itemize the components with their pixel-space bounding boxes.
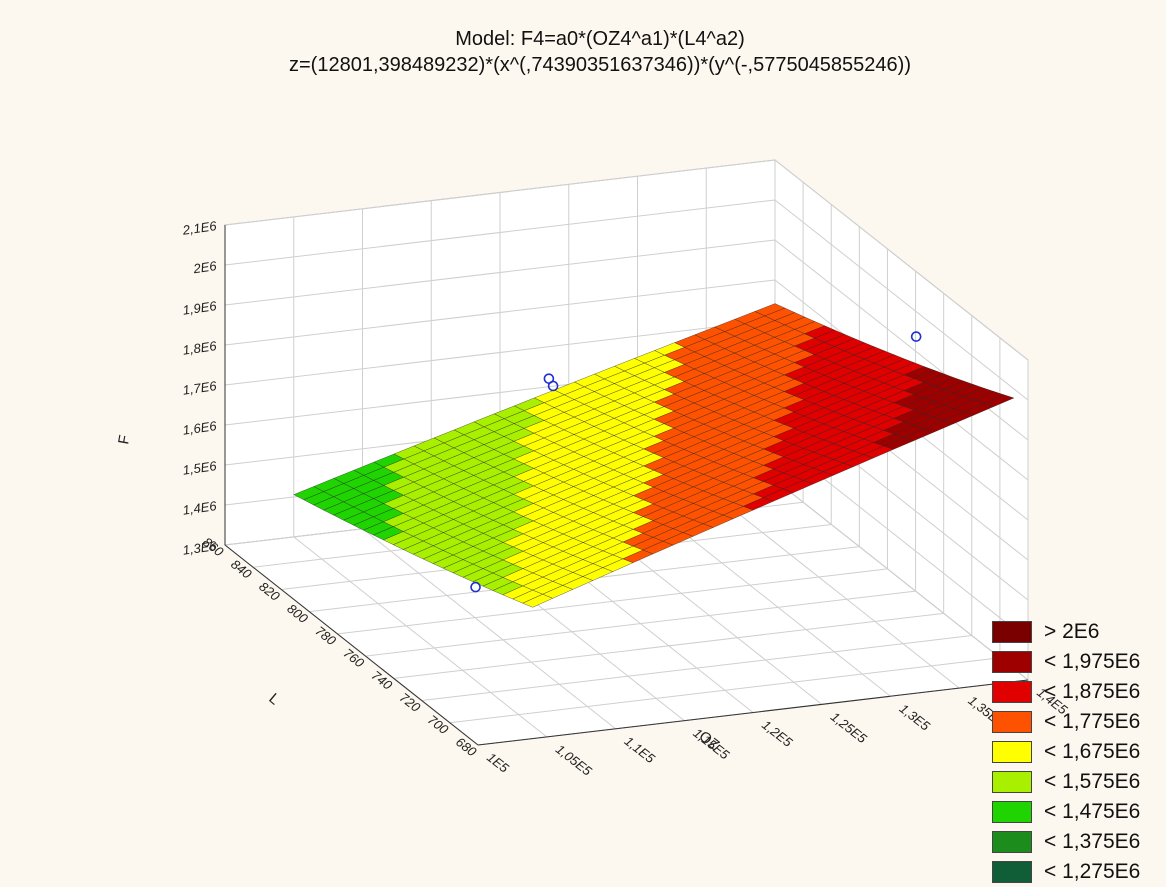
x-tick-label: 1,2E5 xyxy=(759,717,796,750)
z-tick-label: 1,4E6 xyxy=(182,498,218,518)
legend-swatch xyxy=(992,651,1032,673)
legend-swatch xyxy=(992,681,1032,703)
legend: > 2E6 < 1,975E6 < 1,875E6 < 1,775E6 < 1,675E… xyxy=(992,617,1140,887)
legend-swatch xyxy=(992,801,1032,823)
legend-label: > 2E6 xyxy=(1044,620,1100,643)
legend-label: < 1,975E6 xyxy=(1044,650,1141,673)
z-axis-title: F xyxy=(115,434,133,446)
legend-swatch xyxy=(992,831,1032,853)
z-tick-label: 2,1E6 xyxy=(181,218,218,238)
legend-label: < 1,575E6 xyxy=(1044,770,1141,793)
chart-title: Model: F4=a0*(OZ4^a1)*(L4^a2) xyxy=(455,28,745,50)
legend-label: < 1,675E6 xyxy=(1044,740,1141,763)
data-point xyxy=(910,331,922,342)
legend-label: < 1,375E6 xyxy=(1044,830,1141,853)
x-axis xyxy=(477,679,1029,746)
legend-item: < 1,575E6 xyxy=(992,767,1140,797)
legend-swatch xyxy=(992,711,1032,733)
y-axis-title: L xyxy=(265,690,282,708)
grid-line xyxy=(449,657,1000,724)
x-tick-label: 1,1E5 xyxy=(622,733,659,766)
legend-item: < 1,375E6 xyxy=(992,827,1140,857)
grid-line xyxy=(393,612,944,679)
grid-line xyxy=(365,590,916,657)
x-tick-label: 1E5 xyxy=(484,750,512,777)
z-tick-label: 1,5E6 xyxy=(182,458,218,478)
x-tick-label: 1,3E5 xyxy=(897,701,934,734)
legend-item: > 2E6 xyxy=(992,617,1140,647)
legend-item: < 1,975E6 xyxy=(992,647,1140,677)
x-tick-label: 1,05E5 xyxy=(553,741,595,779)
legend-item: < 1,875E6 xyxy=(992,677,1140,707)
data-point xyxy=(470,581,481,593)
z-tick-label: 1,8E6 xyxy=(182,338,218,358)
grid-line xyxy=(774,159,1029,361)
chart-titles: Model: F4=a0*(OZ4^a1)*(L4^a2) z=(12801,3… xyxy=(0,26,1166,78)
grid-line xyxy=(421,635,972,702)
z-tick-label: 1,7E6 xyxy=(182,378,218,398)
y-axis xyxy=(224,544,479,746)
z-tick-label: 2E6 xyxy=(191,258,218,276)
grid-line xyxy=(705,487,960,689)
x-tick-label: 1,25E5 xyxy=(828,709,870,747)
legend-item: < 1,475E6 xyxy=(992,797,1140,827)
legend-swatch xyxy=(992,771,1032,793)
legend-item: < 1,275E6 xyxy=(992,857,1140,887)
y-tick-label: 860 xyxy=(200,534,227,560)
grid-line xyxy=(774,199,1029,401)
legend-swatch xyxy=(992,621,1032,643)
legend-label: < 1,475E6 xyxy=(1044,800,1141,823)
legend-item: < 1,675E6 xyxy=(992,737,1140,767)
data-point xyxy=(547,380,559,392)
legend-label: < 1,775E6 xyxy=(1044,710,1141,733)
legend-swatch xyxy=(992,861,1032,883)
legend-item: < 1,775E6 xyxy=(992,707,1140,737)
grid-line xyxy=(774,479,1029,681)
surface-cell xyxy=(983,394,1015,407)
z-tick-label: 1,6E6 xyxy=(182,418,218,438)
z-tick-label: 1,3E6 xyxy=(182,538,218,558)
z-tick-label: 1,9E6 xyxy=(182,298,218,318)
grid-line xyxy=(293,536,548,738)
legend-swatch xyxy=(992,741,1032,763)
grid-line xyxy=(362,528,616,730)
legend-label: < 1,875E6 xyxy=(1044,680,1141,703)
grid-line xyxy=(337,568,888,635)
legend-label: < 1,275E6 xyxy=(1044,860,1141,883)
chart-subtitle: z=(12801,398489232)*(x^(,74390351637346)… xyxy=(289,54,911,76)
